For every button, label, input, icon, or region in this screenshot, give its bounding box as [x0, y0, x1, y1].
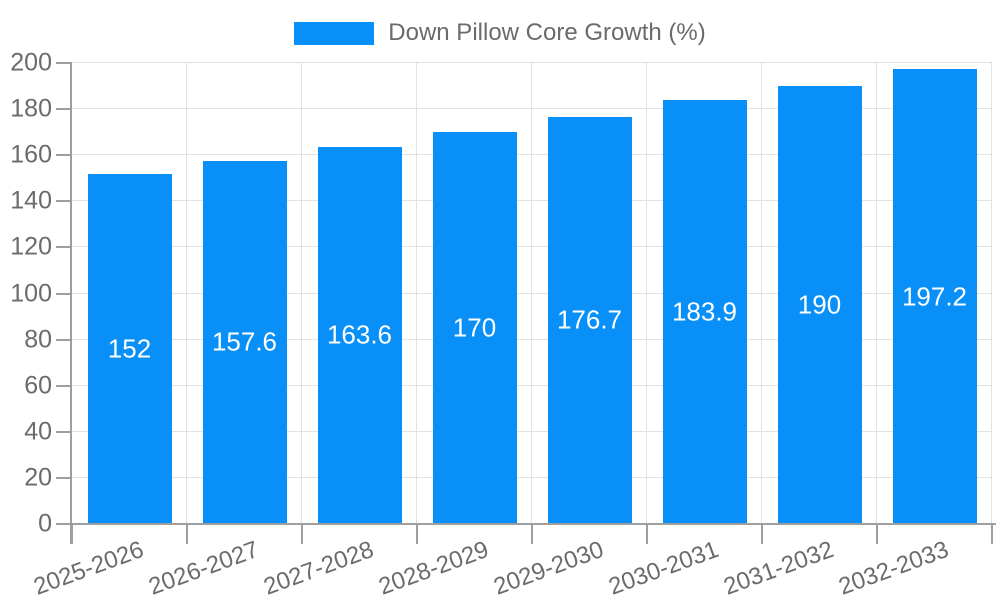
y-tick-mark	[56, 246, 72, 249]
x-axis-line	[70, 523, 996, 525]
legend: Down Pillow Core Growth (%)	[0, 19, 1000, 47]
bar: 183.9	[662, 100, 747, 524]
horizontal-gridline	[72, 476, 992, 478]
horizontal-gridline	[72, 200, 992, 202]
vertical-gridline	[761, 63, 762, 524]
bar-value-label: 190	[797, 289, 842, 320]
bar: 197.2	[892, 69, 977, 524]
y-axis-label: 200	[10, 48, 52, 77]
plot-area: 152 157.6 163.6 170 176.7 183.9 190 197.2	[72, 62, 992, 524]
vertical-gridline	[301, 63, 302, 524]
x-tick-mark	[186, 523, 188, 544]
bar: 190	[777, 86, 862, 524]
horizontal-gridline	[72, 154, 992, 156]
x-tick-mark	[876, 523, 878, 544]
bar-value-label: 170	[452, 312, 497, 343]
y-axis-label: 180	[10, 94, 52, 123]
x-tick-mark	[646, 523, 648, 544]
y-axis-label: 20	[24, 463, 52, 492]
y-axis-label: 60	[24, 371, 52, 400]
bar-value-label: 183.9	[671, 296, 738, 327]
legend-label: Down Pillow Core Growth (%)	[388, 19, 706, 46]
y-tick-mark	[56, 430, 72, 433]
horizontal-gridline	[72, 338, 992, 340]
x-tick-mark	[416, 523, 418, 544]
x-tick-mark	[71, 523, 73, 544]
y-tick-mark	[56, 338, 72, 341]
x-tick-mark	[991, 523, 993, 544]
vertical-gridline	[416, 63, 417, 524]
y-axis-label: 0	[38, 509, 52, 538]
horizontal-gridline	[72, 430, 992, 432]
y-axis-label: 160	[10, 140, 52, 169]
bar-value-label: 197.2	[901, 281, 968, 312]
x-tick-mark	[761, 523, 763, 544]
bar-value-label: 163.6	[326, 319, 393, 350]
horizontal-gridline	[72, 384, 992, 386]
horizontal-gridline	[72, 246, 992, 248]
y-axis-label: 120	[10, 232, 52, 261]
vertical-gridline	[991, 63, 992, 524]
bar: 157.6	[202, 160, 287, 524]
bar: 170	[432, 132, 517, 524]
bar: 163.6	[317, 146, 402, 524]
y-axis-label: 140	[10, 186, 52, 215]
y-axis-label: 80	[24, 325, 52, 354]
horizontal-gridline	[72, 108, 992, 110]
x-tick-mark	[531, 523, 533, 544]
y-tick-mark	[56, 523, 72, 525]
bar-value-label: 157.6	[211, 326, 278, 357]
horizontal-gridline	[72, 62, 992, 63]
y-tick-mark	[56, 384, 72, 387]
bar: 176.7	[547, 116, 632, 524]
vertical-gridline	[186, 63, 187, 524]
y-tick-mark	[56, 200, 72, 203]
vertical-gridline	[876, 63, 877, 524]
y-axis-label: 40	[24, 417, 52, 446]
horizontal-gridline	[72, 292, 992, 294]
y-tick-mark	[56, 154, 72, 157]
y-tick-mark	[56, 62, 72, 64]
x-tick-mark	[301, 523, 303, 544]
bar-value-label: 176.7	[556, 304, 623, 335]
y-tick-mark	[56, 108, 72, 111]
bar-value-label: 152	[107, 333, 152, 364]
y-tick-mark	[56, 476, 72, 479]
y-tick-mark	[56, 292, 72, 295]
y-axis-line	[70, 63, 72, 544]
bar: 152	[87, 173, 172, 524]
vertical-gridline	[646, 63, 647, 524]
legend-swatch	[294, 21, 375, 45]
legend-item[interactable]: Down Pillow Core Growth (%)	[294, 19, 706, 47]
y-axis-label: 100	[10, 279, 52, 307]
vertical-gridline	[531, 63, 532, 524]
